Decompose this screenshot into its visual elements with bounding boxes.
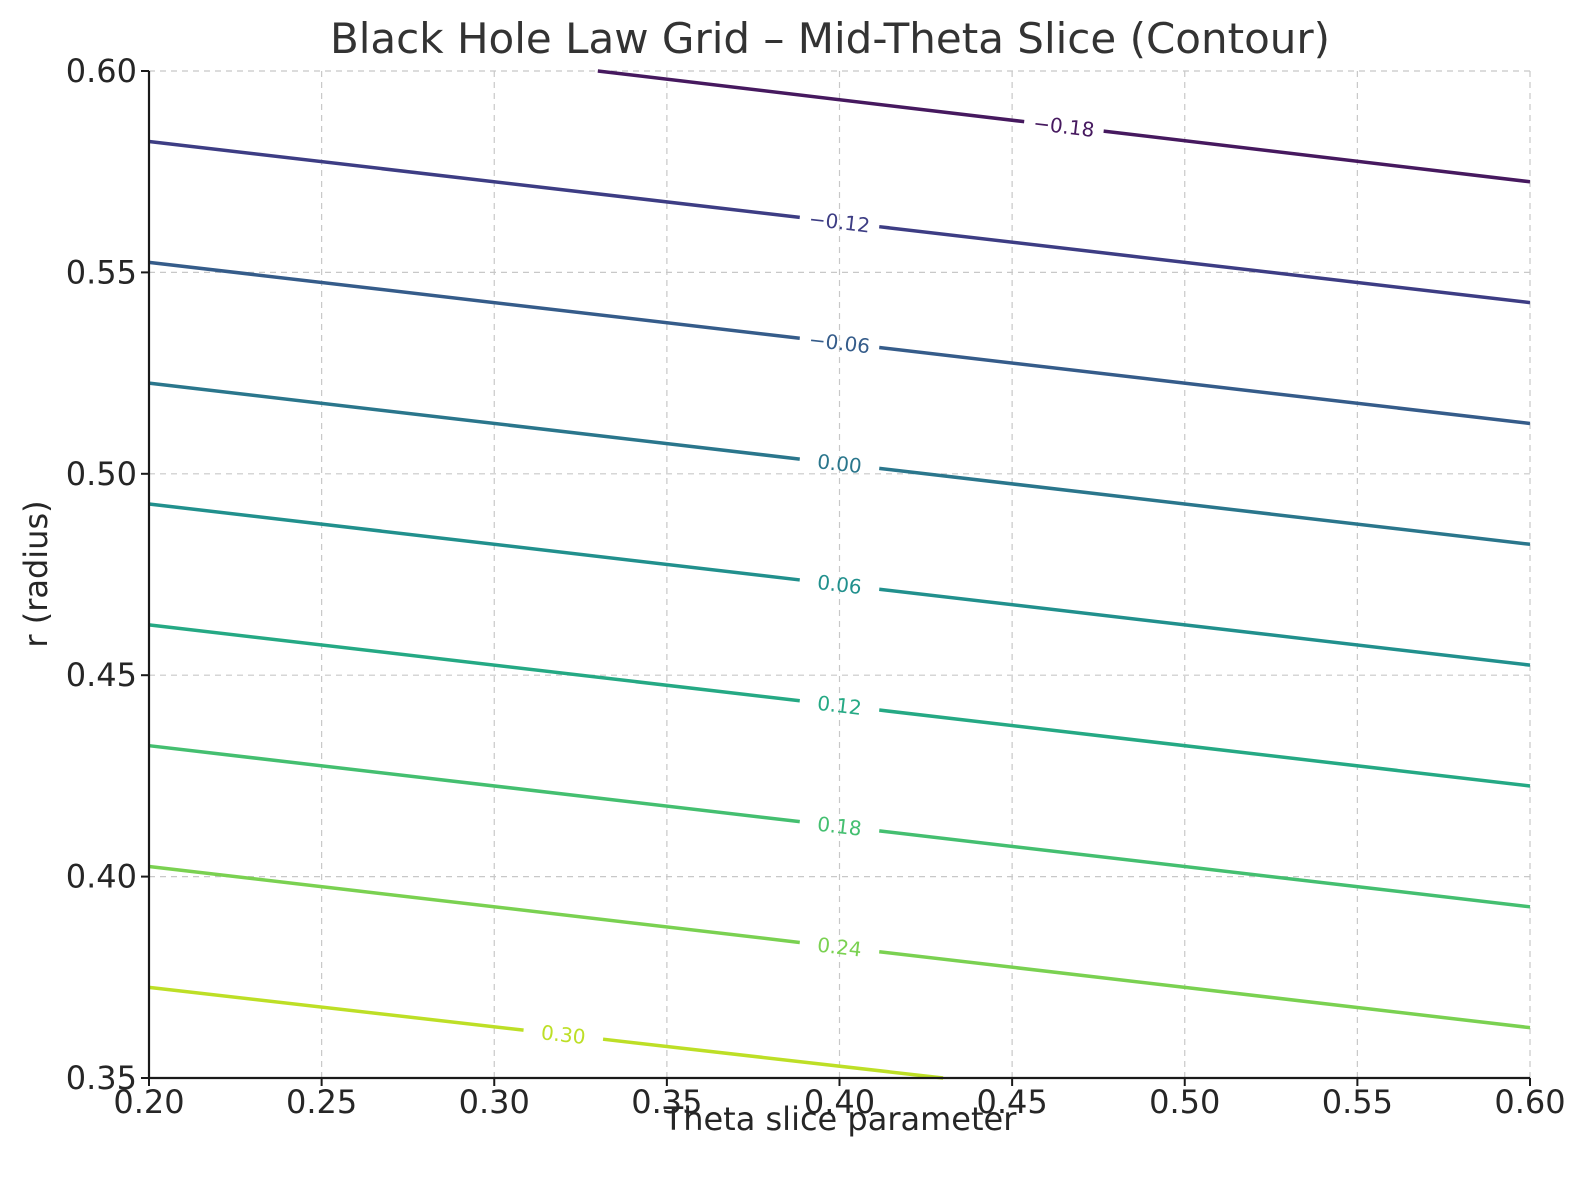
contour-line [879, 708, 1531, 788]
contour-line [879, 345, 1531, 426]
chart-title: Black Hole Law Grid – Mid-Theta Slice (C… [330, 14, 1330, 63]
x-tick-label: 0.50 [1149, 1083, 1220, 1121]
contour-line [879, 224, 1531, 305]
y-tick-label: 0.60 [66, 52, 137, 90]
contour-line [148, 502, 800, 582]
y-tick-label: 0.40 [66, 858, 137, 896]
contour-line [879, 466, 1531, 547]
contour-line [879, 949, 1531, 1030]
x-tick-label: 0.40 [804, 1083, 875, 1121]
ticks: 0.20 0.25 0.30 0.35 0.40 0.45 0.50 0.55 0.60 0.35… [66, 52, 1566, 1121]
contour-label: −0.18 [1032, 111, 1096, 142]
contour-line [148, 864, 800, 945]
y-tick-label: 0.35 [66, 1059, 137, 1097]
x-tick-label: 0.35 [631, 1083, 702, 1121]
contour-label: 0.06 [816, 570, 863, 599]
contour-labels: −0.18 −0.12 −0.06 0.00 0.06 0.12 0.18 0.24 0.30 [540, 111, 1096, 1049]
contour-line [148, 985, 524, 1032]
y-tick-label: 0.55 [66, 253, 137, 291]
x-tick-label: 0.45 [977, 1083, 1048, 1121]
contour-lines [148, 69, 1531, 1080]
contour-line [148, 260, 800, 340]
contour-label: −0.12 [808, 207, 872, 238]
x-axis-label: Theta slice parameter [663, 1100, 1018, 1138]
contour-line [602, 1037, 944, 1080]
contour-line [597, 69, 1025, 124]
grid [148, 70, 1531, 1079]
x-tick-label: 0.30 [459, 1083, 530, 1121]
contour-line [148, 743, 800, 824]
y-axis-label: r (radius) [17, 500, 55, 647]
x-tick-label: 0.20 [113, 1083, 184, 1121]
contour-line [148, 381, 800, 461]
contour-line [148, 139, 800, 220]
x-tick-label: 0.60 [1494, 1083, 1565, 1121]
contour-line [879, 829, 1531, 909]
contour-line [148, 623, 800, 703]
contour-line [1103, 129, 1531, 184]
x-tick-label: 0.55 [1322, 1083, 1393, 1121]
contour-label: 0.18 [816, 812, 863, 841]
contour-label: 0.00 [816, 449, 863, 478]
contour-label: −0.06 [808, 327, 872, 358]
contour-label: 0.30 [540, 1020, 587, 1049]
x-tick-label: 0.25 [286, 1083, 357, 1121]
y-tick-label: 0.50 [66, 455, 137, 493]
contour-line [879, 587, 1531, 667]
contour-label: 0.12 [816, 691, 863, 720]
y-tick-label: 0.45 [66, 656, 137, 694]
contour-label: 0.24 [816, 933, 863, 962]
